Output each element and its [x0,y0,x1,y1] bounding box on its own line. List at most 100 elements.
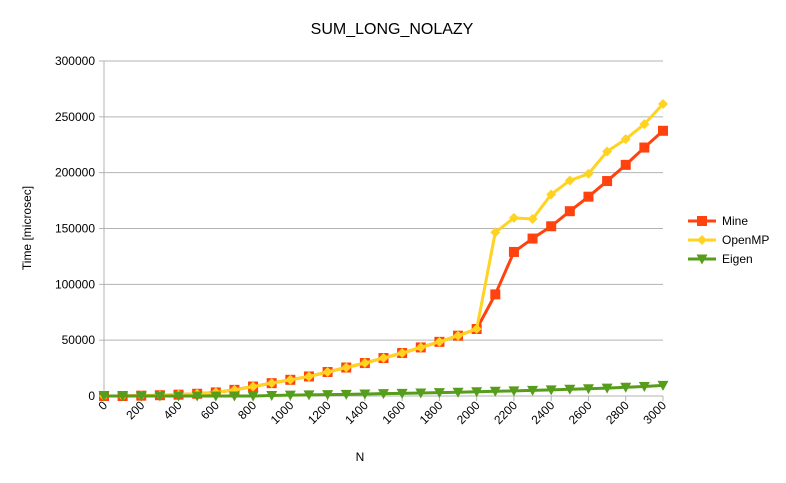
data-point-eigen [378,389,389,400]
data-point-openmp [620,134,631,145]
data-point-eigen [359,389,371,400]
data-point-openmp [490,227,501,238]
legend-label-eigen: Eigen [722,252,753,266]
data-point-openmp [266,378,277,389]
y-tick-label: 100000 [55,277,95,291]
legend: Mine OpenMP Eigen [688,214,769,266]
data-point-openmp [434,336,445,347]
x-axis-label: N [356,450,365,464]
data-point-eigen [452,387,464,398]
legend-marker-mine [697,216,707,226]
data-point-openmp [322,366,333,377]
data-point-openmp [546,189,557,200]
x-tick-label: 200 [123,398,147,422]
data-point-openmp [602,146,613,157]
data-point-eigen [582,384,594,395]
data-point-mine [658,125,668,136]
x-tick-label: 400 [161,398,185,422]
y-tick-label: 50000 [62,333,96,347]
x-tick-label: 1000 [268,398,297,427]
x-tick-label: 2600 [566,398,595,427]
data-point-mine [546,221,557,232]
data-point-eigen [322,390,334,401]
x-tick-label: 2800 [603,398,632,427]
data-point-eigen [508,386,520,397]
data-point-eigen [303,390,315,401]
data-point-eigen [657,380,669,391]
legend-item-openmp: OpenMP [688,233,769,247]
data-point-eigen [340,389,352,400]
data-point-eigen [638,382,650,393]
data-point-eigen [266,390,278,401]
data-point-eigen [173,391,185,402]
legend-marker-openmp [697,235,707,245]
series-group [98,98,669,402]
data-point-eigen [471,387,483,398]
series-eigen [98,380,669,402]
data-point-mine [620,159,631,170]
data-point-openmp [303,371,314,382]
data-point-eigen [396,388,408,399]
x-tick-label: 1800 [417,398,446,427]
legend-item-mine: Mine [688,214,748,228]
data-point-openmp [397,348,408,359]
data-point-mine [602,176,613,187]
data-point-openmp [658,98,668,109]
series-line-openmp [104,102,665,398]
y-tick-label: 0 [88,389,95,403]
x-tick-label: 2200 [491,398,520,427]
legend-label-openmp: OpenMP [722,233,769,247]
x-tick-label: 600 [198,398,222,422]
data-point-openmp [564,175,575,186]
series-openmp [99,98,668,401]
data-point-openmp [378,353,389,364]
data-point-openmp [341,362,352,373]
legend-item-eigen: Eigen [688,252,753,266]
data-point-eigen [135,391,147,402]
data-point-eigen [210,391,222,402]
y-tick-label: 150000 [55,222,95,236]
data-point-eigen [601,383,613,394]
data-point-openmp [639,119,650,130]
y-axis-label: Time [microsec] [20,186,34,270]
data-point-eigen [564,384,576,395]
data-point-eigen [620,382,632,393]
y-tick-label: 250000 [55,110,95,124]
data-point-mine [583,191,594,202]
x-tick-label: 1200 [305,398,334,427]
x-tick-label: 800 [235,398,259,422]
y-tick-label: 200000 [55,166,95,180]
x-tick-label: 2000 [454,398,483,427]
x-tick-label: 3000 [640,398,669,427]
data-point-mine [527,233,538,244]
data-point-eigen [489,386,501,397]
x-tick-label: 1600 [379,398,408,427]
data-point-eigen [433,388,445,399]
data-point-openmp [285,374,296,385]
data-point-openmp [453,330,464,341]
x-tick-label: 1400 [342,398,371,427]
data-point-eigen [247,391,259,402]
data-point-eigen [284,390,296,401]
data-point-openmp [508,212,519,223]
data-point-eigen [191,391,203,402]
data-point-eigen [98,391,110,402]
data-point-eigen [117,391,129,402]
grid [104,60,663,397]
data-point-mine [508,246,519,257]
data-point-openmp [471,324,482,334]
data-point-mine [490,289,501,300]
data-point-eigen [527,385,539,396]
y-tick-label: 300000 [55,54,95,68]
legend-marker-eigen [696,254,708,265]
data-point-openmp [248,381,259,392]
legend-label-mine: Mine [722,214,748,228]
data-point-mine [639,142,650,153]
data-point-eigen [228,391,240,402]
x-tick-label: 2400 [529,398,558,427]
x-axis-ticks: 0 200 400 600 800 1000 1200 1400 1600 1800 2000 220… [95,396,669,427]
data-point-eigen [415,388,427,399]
data-point-openmp [415,342,426,353]
chart-title: SUM_LONG_NOLAZY [311,21,474,38]
